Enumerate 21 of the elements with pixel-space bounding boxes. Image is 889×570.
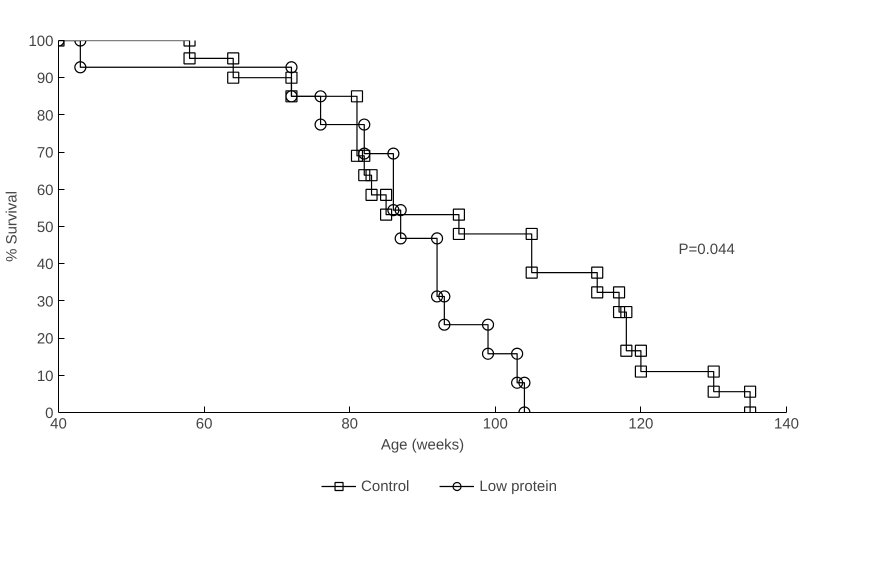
y-tick-label: 70 <box>36 144 54 162</box>
y-tick-label: 20 <box>36 330 54 348</box>
x-axis-title: Age (weeks) <box>380 436 464 454</box>
y-tick-label: 100 <box>28 33 54 50</box>
x-tick-label: 140 <box>774 416 800 432</box>
y-tick-label: 0 <box>45 405 54 422</box>
legend-label: Low protein <box>479 478 557 494</box>
y-tick-label: 80 <box>36 107 54 124</box>
x-tick-label: 120 <box>628 416 654 432</box>
y-tick-label: 90 <box>36 70 54 88</box>
y-tick-label: 30 <box>36 293 54 310</box>
x-tick-label: 60 <box>196 416 212 432</box>
x-tick-label: 100 <box>482 416 508 432</box>
y-tick-label: 50 <box>36 219 54 236</box>
y-tick-label: 10 <box>36 368 54 385</box>
y-tick-label: 40 <box>36 256 54 274</box>
legend-label: Control <box>361 478 410 494</box>
y-tick-label: 60 <box>36 182 54 199</box>
y-axis-title: % Survival <box>3 191 20 262</box>
x-tick-label: 80 <box>341 416 358 432</box>
annotation: P=0.044 <box>678 241 735 258</box>
